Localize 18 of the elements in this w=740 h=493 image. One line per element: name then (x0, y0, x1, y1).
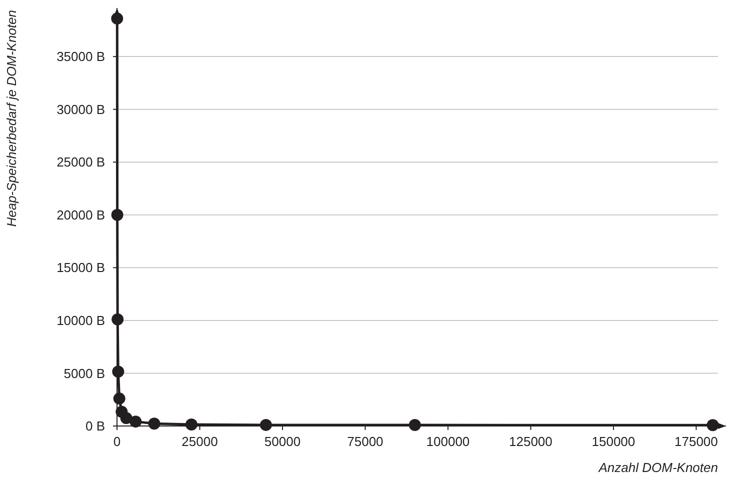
x-tick-label: 100000 (426, 434, 470, 449)
y-tick-label: 35000 B (56, 49, 105, 64)
x-tick-label: 25000 (182, 434, 218, 449)
y-tick-label: 0 B (85, 418, 105, 434)
x-tick-label: 150000 (592, 434, 636, 449)
x-tick-label: 175000 (674, 434, 718, 449)
y-tick-label: 30000 B (56, 102, 105, 117)
y-tick-label: 15000 B (56, 260, 105, 276)
x-axis-title: Anzahl DOM-Knoten (598, 460, 718, 475)
y-tick-label: 20000 B (56, 207, 105, 222)
y-tick-label: 5000 B (64, 366, 105, 381)
y-axis-title: Heap-Speicherbedarf je DOM-Knoten (4, 10, 19, 227)
x-tick-label: 75000 (347, 434, 384, 449)
y-tick-label: 25000 B (56, 154, 105, 170)
x-tick-label: 50000 (264, 434, 301, 449)
y-tick-label: 10000 B (56, 312, 105, 328)
x-tick-label: 125000 (509, 434, 552, 449)
x-tick-label: 0 (113, 434, 121, 449)
